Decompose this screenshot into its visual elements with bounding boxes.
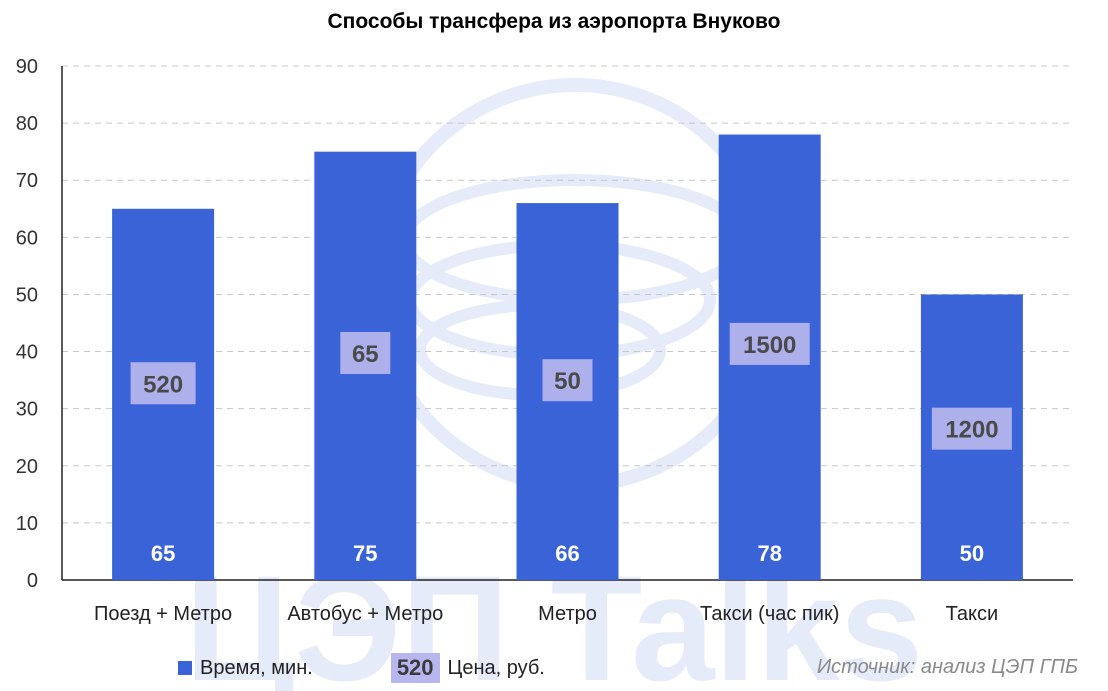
bar-value-label: 66 — [555, 541, 579, 566]
legend: Время, мин. 520 Цена, руб. — [178, 650, 623, 686]
chart-title: Способы трансфера из аэропорта Внуково — [327, 10, 781, 33]
x-category-label: Поезд + Метро — [94, 603, 232, 625]
legend-price-sample: 520 — [390, 653, 440, 683]
legend-item-price: 520 Цена, руб. — [390, 653, 545, 683]
y-tick-label: 0 — [27, 570, 38, 592]
price-label: 65 — [352, 341, 379, 368]
price-label-box — [130, 362, 196, 405]
price-label: 1500 — [743, 332, 796, 359]
y-tick-label: 10 — [16, 513, 38, 535]
y-tick-label: 60 — [16, 227, 38, 249]
x-category-label: Метро — [538, 603, 597, 625]
price-label-box — [729, 322, 810, 365]
price-label: 1200 — [945, 417, 998, 444]
y-tick-label: 20 — [16, 456, 38, 478]
x-category-label: Автобус + Метро — [287, 603, 443, 625]
price-label: 520 — [143, 371, 183, 398]
legend-label-price: Цена, руб. — [447, 656, 545, 679]
y-tick-label: 70 — [16, 170, 38, 192]
price-label-box — [542, 359, 593, 402]
legend-item-time: Время, мин. — [178, 657, 313, 680]
bar-value-label: 78 — [757, 541, 781, 566]
bar-value-label: 50 — [960, 541, 984, 566]
y-tick-label: 50 — [16, 284, 38, 306]
price-label: 50 — [554, 368, 581, 395]
source-note: Источник: анализ ЦЭП ГПБ — [816, 656, 1078, 678]
y-tick-label: 30 — [16, 399, 38, 421]
price-label-box — [931, 407, 1012, 450]
y-tick-label: 80 — [16, 113, 38, 135]
y-tick-label: 40 — [16, 342, 38, 364]
x-category-label: Такси — [946, 603, 999, 625]
bar-value-label: 65 — [151, 541, 175, 566]
price-label-box — [340, 331, 391, 374]
y-tick-label: 90 — [16, 56, 38, 78]
x-category-label: Такси (час пик) — [700, 603, 839, 625]
legend-swatch-time — [178, 661, 192, 675]
bar-value-label: 75 — [353, 541, 377, 566]
legend-label-time: Время, мин. — [200, 656, 313, 679]
